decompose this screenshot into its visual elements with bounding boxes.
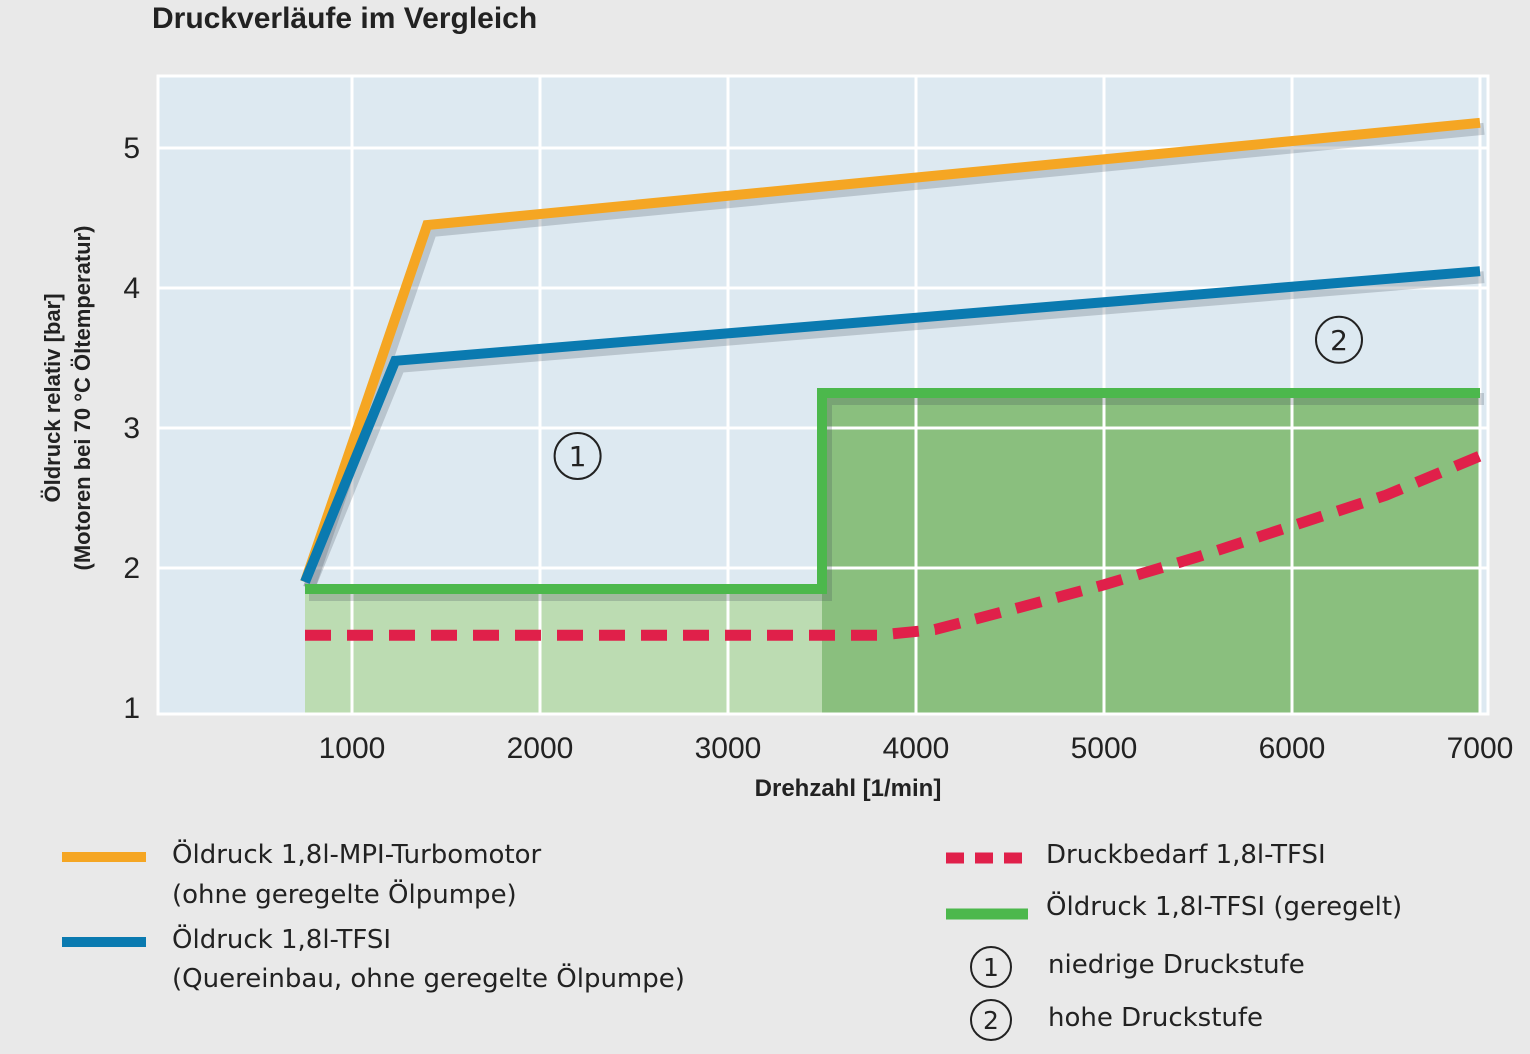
series-line-4 <box>305 388 1480 594</box>
y-tick-label: 3 <box>123 412 140 445</box>
y-tick-label: 1 <box>123 692 140 725</box>
x-tick-label: 2000 <box>507 732 574 765</box>
y-tick-label: 2 <box>123 552 140 585</box>
legend-label-demand: Druckbedarf 1,8l-TFSI <box>1046 840 1326 870</box>
legend: 12 <box>62 852 1028 1041</box>
x-tick-label: 1000 <box>319 732 386 765</box>
y-axis-title-line1: Öldruck relativ [bar] <box>40 293 65 502</box>
x-tick-label: 7000 <box>1447 732 1514 765</box>
series-line-2 <box>300 266 1481 584</box>
region-marker-label-1: 1 <box>569 440 587 473</box>
y-axis-title-line2: (Motoren bei 70 °C Öltemperatur) <box>70 226 95 571</box>
legend-symbol-2: 2 <box>983 1006 999 1035</box>
legend-symbol-circle-1 <box>970 946 1012 988</box>
legend-symbol-1: 1 <box>983 953 999 982</box>
x-tick-label: 6000 <box>1259 732 1326 765</box>
legend-label-tfsi: Öldruck 1,8l-TFSI <box>172 925 392 955</box>
series-line-3 <box>305 450 1483 641</box>
axes: 1000 2000 3000 4000 5000 6000 7000 1 2 3 4 5 Drehzah… <box>40 132 1513 802</box>
plot-border <box>156 74 1490 716</box>
y-tick-label: 4 <box>123 272 140 305</box>
legend-symbol-circle-2 <box>970 999 1012 1041</box>
legend-sublabel-tfsi: (Quereinbau, ohne geregelte Ölpumpe) <box>172 964 685 994</box>
series-shadow <box>303 271 1485 591</box>
chart-title: Druckverläufe im Vergleich <box>152 2 538 35</box>
legend-label-high-stage: hohe Druckstufe <box>1048 1003 1264 1033</box>
legend-label-mpi: Öldruck 1,8l-MPI-Turbomotor <box>172 840 542 870</box>
region-1 <box>305 589 822 714</box>
legend-label-low-stage: niedrige Druckstufe <box>1048 950 1305 980</box>
legend-sublabel-mpi: (ohne geregelte Ölpumpe) <box>172 880 517 910</box>
x-tick-label: 3000 <box>695 732 762 765</box>
series-line-1 <box>300 117 1481 584</box>
x-axis-title: Drehzahl [1/min] <box>755 775 942 802</box>
plot-area: 12 <box>156 74 1490 716</box>
legend-label-regulated: Öldruck 1,8l-TFSI (geregelt) <box>1046 892 1403 922</box>
region-marker-circle-1 <box>553 432 602 480</box>
y-tick-label: 5 <box>123 132 140 165</box>
region-2 <box>822 393 1480 714</box>
x-tick-label: 4000 <box>883 732 950 765</box>
region-marker-circle-2 <box>1315 315 1363 364</box>
x-tick-label: 5000 <box>1071 732 1138 765</box>
region-marker-label-2: 2 <box>1330 324 1348 357</box>
